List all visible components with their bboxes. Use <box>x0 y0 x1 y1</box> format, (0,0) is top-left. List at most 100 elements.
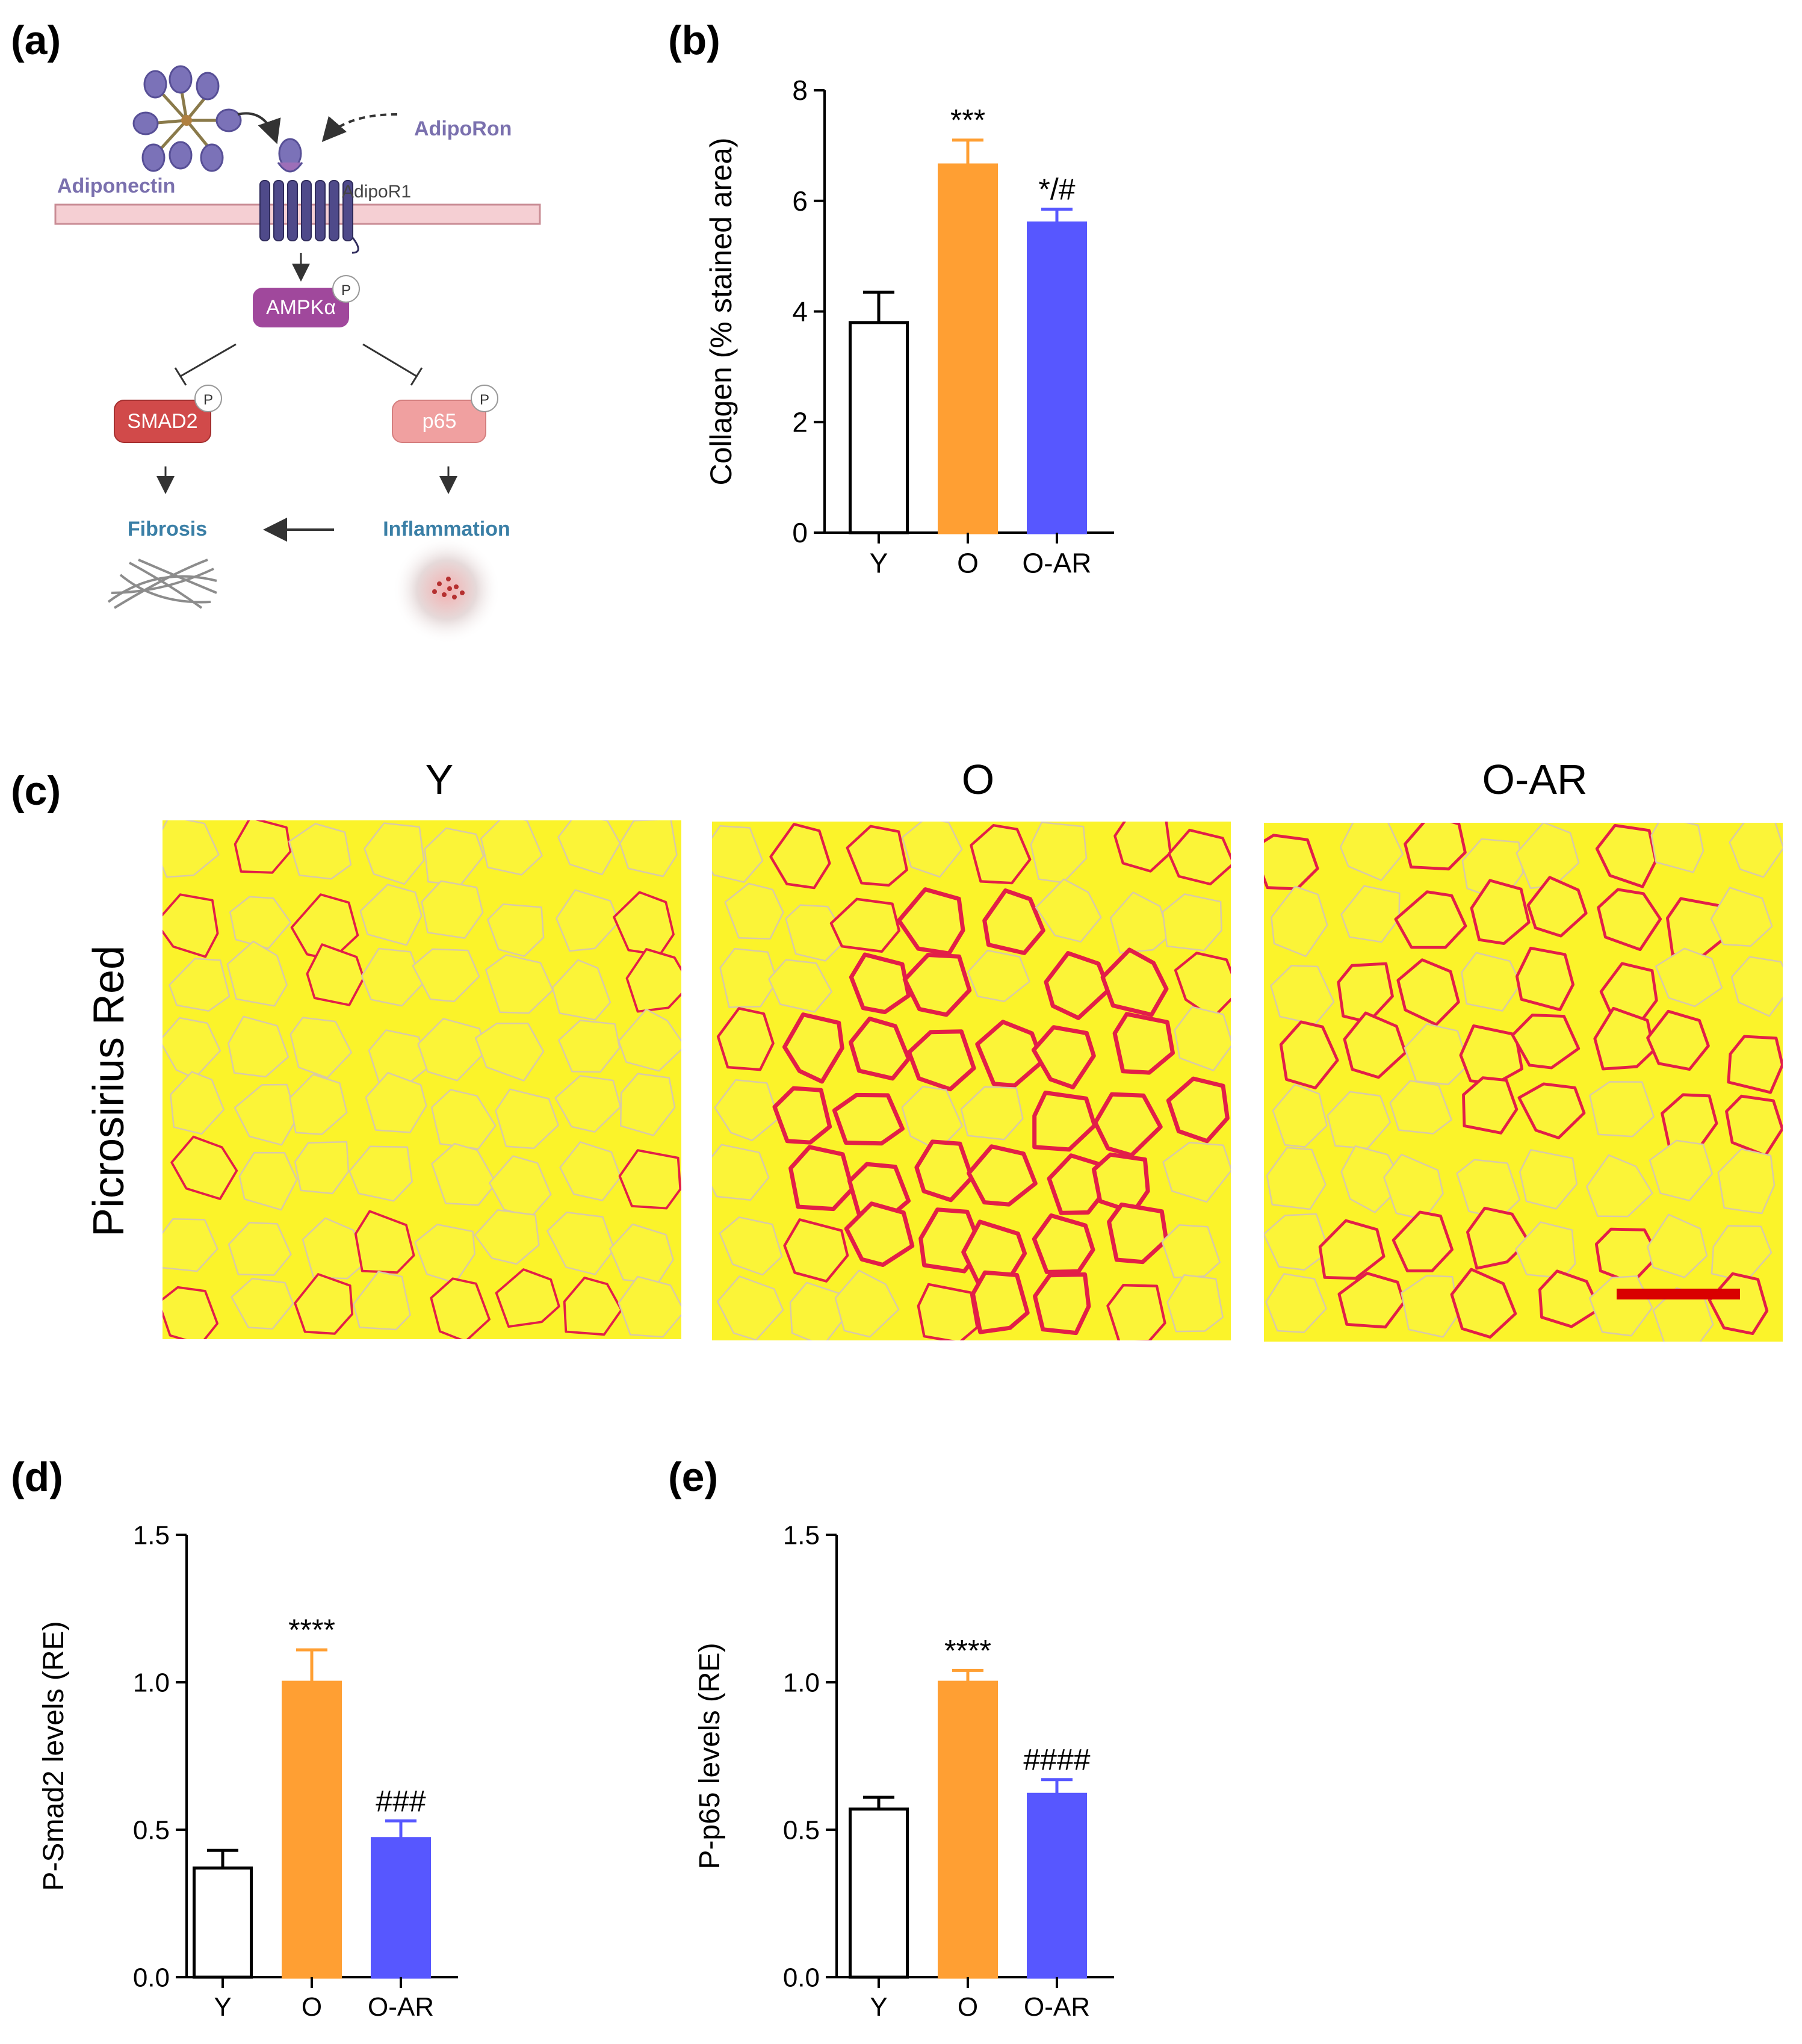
ampk-label: AMPKα <box>266 296 336 319</box>
muscle-fiber <box>1168 828 1231 886</box>
muscle-fiber <box>618 1008 681 1072</box>
muscle-fiber <box>1589 1081 1655 1138</box>
x-tick-label: O-AR <box>1023 547 1092 578</box>
muscle-fiber <box>1519 1149 1578 1210</box>
muscle-fiber <box>1511 1014 1581 1070</box>
bar-y <box>849 321 909 534</box>
muscle-fiber <box>234 1083 297 1146</box>
smad2-phospho-label: P <box>203 392 213 408</box>
muscle-fiber <box>234 820 292 874</box>
muscle-fiber <box>1109 891 1170 954</box>
muscle-fiber <box>1032 1091 1097 1152</box>
muscle-fiber <box>788 1145 855 1212</box>
muscle-fiber <box>288 823 352 880</box>
y-tick-label: 0.0 <box>783 1963 820 1992</box>
muscle-fiber <box>849 1017 911 1081</box>
muscle-fiber <box>1401 1275 1460 1338</box>
muscle-fiber <box>1450 1268 1517 1339</box>
muscle-fiber <box>289 1017 353 1079</box>
muscle-fiber <box>1162 893 1222 952</box>
muscle-fiber <box>906 1029 976 1092</box>
muscle-fiber <box>975 1020 1045 1088</box>
muscle-fiber <box>768 959 832 1013</box>
muscle-fiber <box>1655 947 1723 1008</box>
muscle-fiber <box>1717 1148 1776 1215</box>
inhibit-p65 <box>362 343 417 377</box>
muscle-fiber <box>971 1270 1030 1334</box>
panel-label-d: (d) <box>11 1454 63 1500</box>
y-tick-label: 6 <box>792 185 808 217</box>
muscle-fiber <box>348 1145 413 1202</box>
scale-bar <box>1617 1289 1740 1299</box>
muscle-fiber <box>231 1277 294 1330</box>
muscle-fiber <box>849 952 911 1014</box>
y-tick-label: 0 <box>792 517 808 548</box>
ampk-node: AMPKα P <box>253 275 360 327</box>
muscle-fiber <box>163 1286 218 1339</box>
muscle-fiber <box>1466 1206 1530 1270</box>
muscle-fiber <box>724 882 784 940</box>
muscle-fiber <box>1337 1272 1405 1329</box>
p-smad2-bar-chart: P-Smad2 levels (RE) 0.0 0.5 1.0 1.5 Y O **** O-A… <box>38 1520 458 2022</box>
muscle-fiber <box>967 1144 1038 1207</box>
muscle-fiber <box>783 1218 849 1283</box>
muscle-fiber <box>719 947 778 1008</box>
significance-label: **** <box>288 1613 335 1647</box>
muscle-fiber <box>716 1275 784 1340</box>
fibrosis-label: Fibrosis <box>128 518 207 540</box>
column-title-o-ar: O-AR <box>1482 756 1588 803</box>
muscle-fiber <box>1106 1284 1166 1340</box>
y-tick-label: 1.5 <box>133 1520 170 1550</box>
muscle-fiber <box>846 825 908 887</box>
muscle-fiber <box>485 954 554 1014</box>
muscle-fiber <box>785 904 848 962</box>
muscle-fiber <box>1593 1006 1655 1071</box>
muscle-fiber <box>289 1073 348 1135</box>
muscle-fiber <box>163 820 220 878</box>
muscle-fiber <box>170 1135 238 1200</box>
x-tick-label: O <box>302 1992 322 2022</box>
micrograph-o <box>712 822 1231 1340</box>
muscle-fiber <box>228 1015 289 1078</box>
y-tick-label: 0.5 <box>783 1815 820 1845</box>
bar-y <box>193 1866 253 1979</box>
muscle-fiber <box>228 1221 292 1276</box>
muscle-fiber <box>619 820 678 878</box>
muscle-fiber <box>844 1201 915 1267</box>
muscle-fiber <box>1340 885 1401 943</box>
muscle-fiber <box>1647 1213 1708 1278</box>
muscle-fiber <box>782 1012 844 1084</box>
muscle-fiber <box>306 943 365 1006</box>
muscle-fiber <box>1272 1083 1328 1148</box>
muscle-fiber <box>1327 1091 1392 1150</box>
y-tick-label: 1.0 <box>783 1668 820 1697</box>
arrow-adiporon-to-receptor <box>321 113 398 143</box>
y-tick-label: 2 <box>792 406 808 438</box>
muscle-fiber <box>1340 1145 1405 1213</box>
muscle-fiber <box>354 1210 415 1274</box>
muscle-fiber <box>431 1142 497 1206</box>
fibrosis-fibers-icon <box>107 559 217 609</box>
adiponectin-label: Adiponectin <box>57 175 175 197</box>
muscle-fiber <box>294 1273 354 1335</box>
muscle-fiber <box>1595 824 1658 888</box>
muscle-fiber <box>1166 1274 1224 1333</box>
muscle-fiber <box>1404 823 1467 871</box>
collagen-bar-chart: Collagen (% stained area) 0 2 4 6 8 Y O *** O-AR *… <box>704 75 1114 578</box>
muscle-fiber <box>495 1088 559 1150</box>
muscle-fiber <box>1538 1269 1601 1328</box>
muscle-fiber <box>1646 1009 1710 1071</box>
muscle-fiber <box>914 1139 974 1203</box>
inhibit-smad2 <box>180 343 237 377</box>
muscle-fiber <box>712 825 764 883</box>
muscle-fiber <box>769 823 831 890</box>
column-title-y: Y <box>425 756 454 803</box>
muscle-fiber <box>1031 1025 1096 1089</box>
bar-o-ar <box>1027 221 1087 534</box>
bar-y <box>849 1807 909 1979</box>
panel-label-b: (b) <box>668 17 720 63</box>
muscle-fiber <box>226 940 288 1007</box>
x-tick-label: O-AR <box>1024 1992 1090 2022</box>
inflammation-icon <box>392 536 501 644</box>
muscle-fiber <box>487 903 545 957</box>
